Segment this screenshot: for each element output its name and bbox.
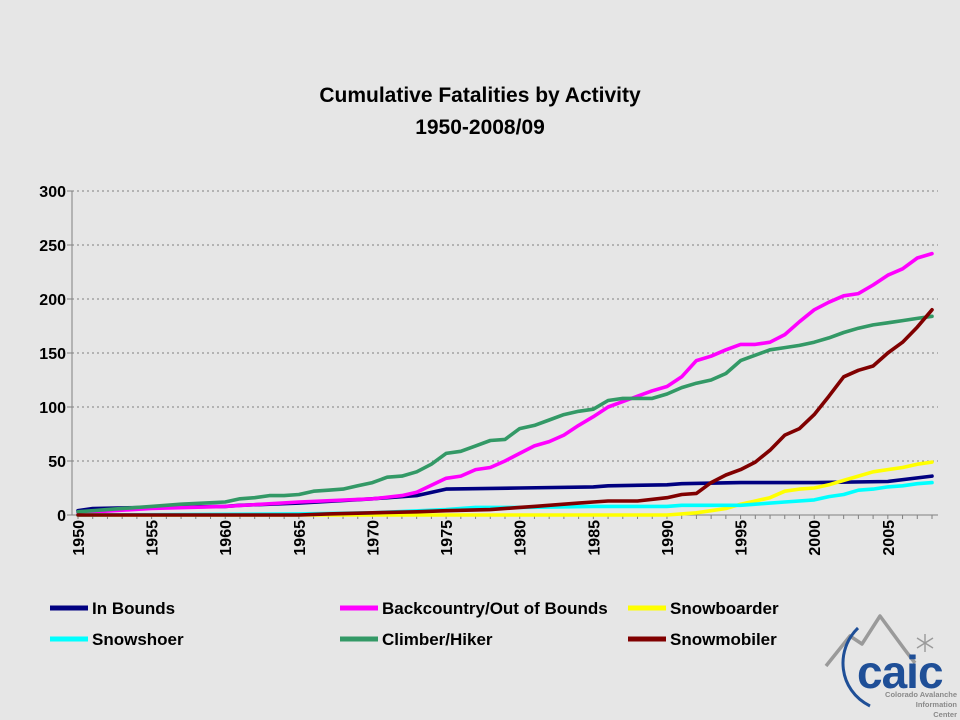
snowflake-icon <box>916 634 934 652</box>
x-tick-label: 1990 <box>660 520 677 556</box>
logo-subtitle-2: Information <box>916 700 958 709</box>
series-lines <box>76 251 934 517</box>
legend-label-3: Snowshoer <box>92 630 184 649</box>
caic-logo: caic Colorado Avalanche Information Cent… <box>824 614 958 719</box>
logo-wordmark: caic <box>857 646 943 698</box>
logo-subtitle-1: Colorado Avalanche <box>885 690 957 699</box>
series-line-5 <box>76 307 934 517</box>
series-line-4 <box>76 314 934 514</box>
legend-label-4: Climber/Hiker <box>382 630 493 649</box>
legend-label-1: Backcountry/Out of Bounds <box>382 599 608 618</box>
series-line-1 <box>76 251 934 515</box>
y-tick-label: 250 <box>39 238 66 255</box>
chart-subtitle: 1950-2008/09 <box>415 116 545 139</box>
logo-mountain-mark <box>824 614 917 668</box>
x-tick-label: 1975 <box>439 520 456 556</box>
legend-label-0: In Bounds <box>92 599 175 618</box>
x-tick-label: 1955 <box>145 520 162 556</box>
x-tick-label: 1965 <box>292 520 309 556</box>
logo-subtitle-3: Center <box>933 710 957 719</box>
gridlines <box>72 190 938 462</box>
logo-swoosh <box>841 626 871 708</box>
series-line-2 <box>76 460 934 517</box>
x-tick-label: 1970 <box>365 520 382 556</box>
x-tick-label: 1985 <box>586 520 603 556</box>
legend-label-5: Snowmobiler <box>670 630 777 649</box>
legend: In Bounds Backcountry/Out of Bounds Snowbo… <box>50 599 779 649</box>
x-tick-label: 1960 <box>218 520 235 556</box>
y-tick-label: 0 <box>57 508 66 525</box>
y-tick-label: 200 <box>39 292 66 309</box>
x-tick-label: 1950 <box>71 520 88 556</box>
y-tick-label: 300 <box>39 184 66 201</box>
legend-label-2: Snowboarder <box>670 599 779 618</box>
chart-title: Cumulative Fatalities by Activity <box>319 84 641 107</box>
x-axis: 1950 1955 1960 1965 1970 1975 1980 1985 1990 1995… <box>71 514 938 556</box>
x-tick-label: 1980 <box>513 520 530 556</box>
x-tick-label: 2000 <box>807 520 824 556</box>
y-tick-label: 100 <box>39 400 66 417</box>
y-tick-label: 50 <box>48 454 66 471</box>
y-axis: 0 50 100 150 200 250 300 <box>39 184 73 525</box>
x-tick-label: 2005 <box>881 520 898 556</box>
y-tick-label: 150 <box>39 346 66 363</box>
x-tick-label: 1995 <box>734 520 751 556</box>
